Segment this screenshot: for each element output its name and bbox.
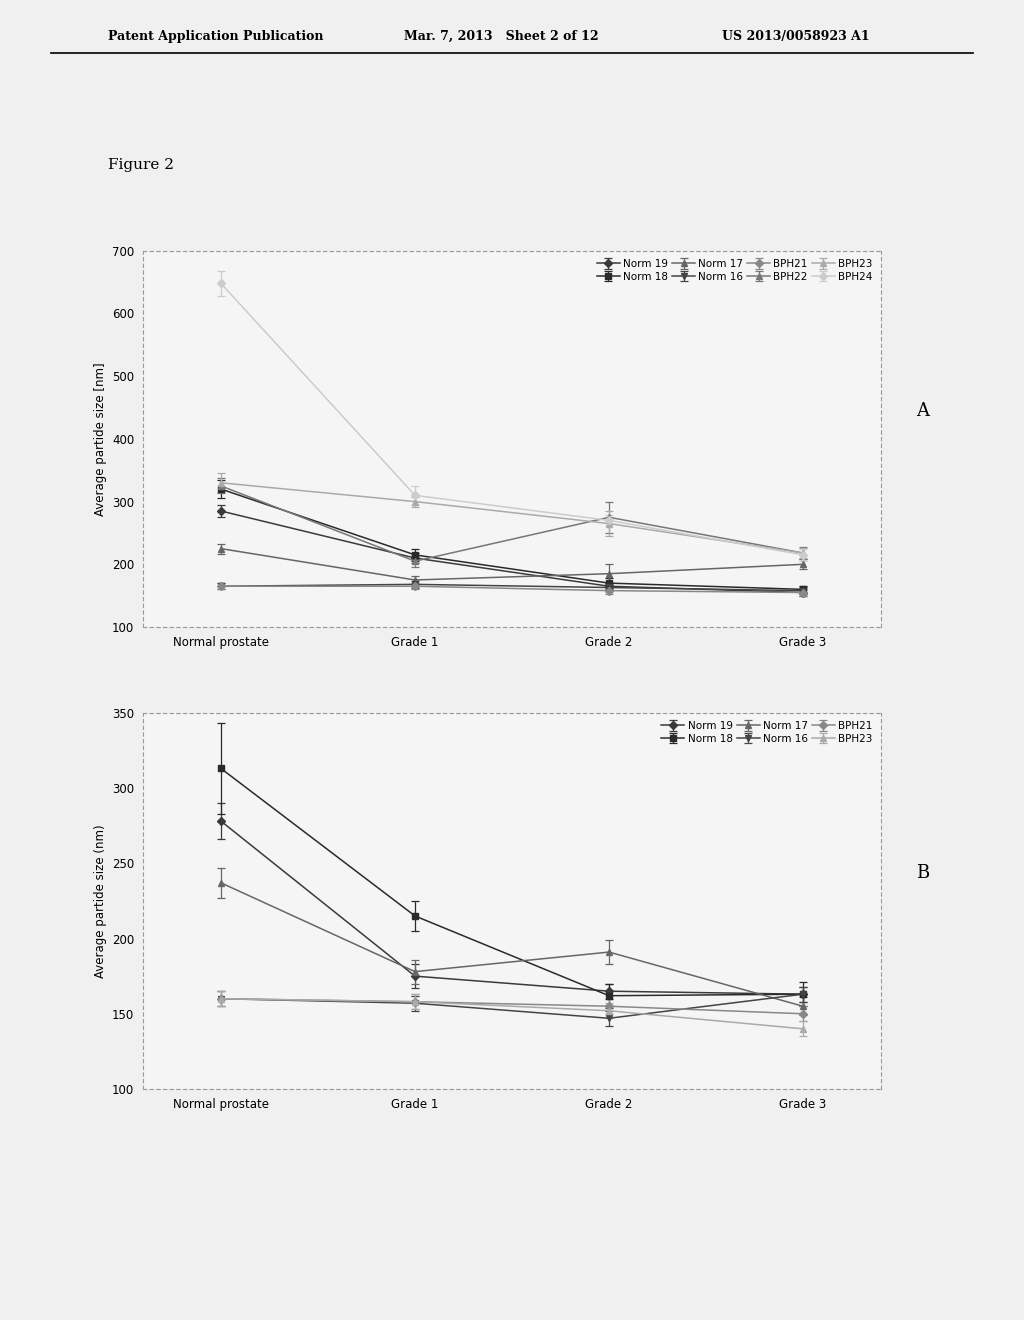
Text: Mar. 7, 2013   Sheet 2 of 12: Mar. 7, 2013 Sheet 2 of 12 xyxy=(404,30,599,44)
Y-axis label: Average partide size (nm): Average partide size (nm) xyxy=(93,824,106,978)
Text: Figure 2: Figure 2 xyxy=(108,158,173,172)
Legend: Norm 19, Norm 18, Norm 17, Norm 16, BPH21, BPH22, BPH23, BPH24: Norm 19, Norm 18, Norm 17, Norm 16, BPH2… xyxy=(594,256,876,285)
Text: US 2013/0058923 A1: US 2013/0058923 A1 xyxy=(722,30,869,44)
Text: B: B xyxy=(916,863,930,882)
Y-axis label: Average partide size [nm]: Average partide size [nm] xyxy=(93,362,106,516)
Legend: Norm 19, Norm 18, Norm 17, Norm 16, BPH21, BPH23: Norm 19, Norm 18, Norm 17, Norm 16, BPH2… xyxy=(658,718,876,747)
Text: A: A xyxy=(916,401,930,420)
Text: Patent Application Publication: Patent Application Publication xyxy=(108,30,323,44)
